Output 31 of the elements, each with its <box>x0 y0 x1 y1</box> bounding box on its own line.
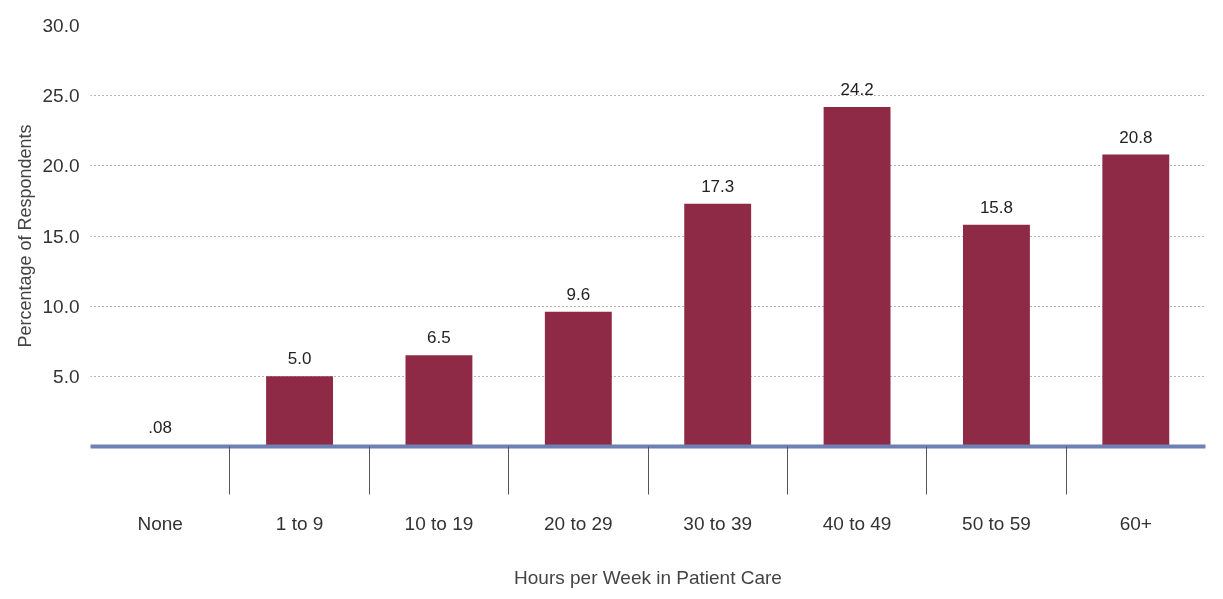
x-tick-label: 60+ <box>1119 512 1152 534</box>
data-label: .08 <box>148 418 173 438</box>
y-tick-label: 20.0 <box>42 155 80 177</box>
y-tick-label: 15.0 <box>42 225 80 247</box>
x-tick-label: 10 to 19 <box>404 512 474 534</box>
y-tick-label: 30.0 <box>42 15 80 36</box>
bar <box>266 376 334 447</box>
data-label: 24.2 <box>840 79 874 99</box>
x-tick-label: 40 to 49 <box>822 512 892 534</box>
x-tick-label: 1 to 9 <box>275 512 324 534</box>
y-tick-label: 25.0 <box>42 85 80 107</box>
bar <box>405 355 473 447</box>
data-label: 17.3 <box>701 176 735 196</box>
y-tick-label: 10.0 <box>42 295 80 317</box>
x-tick-label: 20 to 29 <box>543 512 613 534</box>
x-tick-label: 50 to 59 <box>962 512 1031 534</box>
y-tick-label: 5.0 <box>53 365 80 387</box>
data-label: 6.5 <box>427 328 451 348</box>
bar <box>544 311 612 447</box>
data-label: 5.0 <box>287 349 312 369</box>
x-tick-label: None <box>137 512 183 534</box>
x-tick-label: 30 to 39 <box>683 512 753 534</box>
bar <box>962 224 1030 447</box>
bar <box>823 106 891 447</box>
y-axis-title: Percentage of Respondents <box>14 124 35 348</box>
x-axis-title: Hours per Week in Patient Care <box>514 566 782 588</box>
data-label: 20.8 <box>1119 127 1153 147</box>
bar <box>1102 154 1170 447</box>
bar <box>684 203 752 447</box>
data-label: 15.8 <box>979 197 1013 217</box>
data-label: 9.6 <box>566 284 591 304</box>
